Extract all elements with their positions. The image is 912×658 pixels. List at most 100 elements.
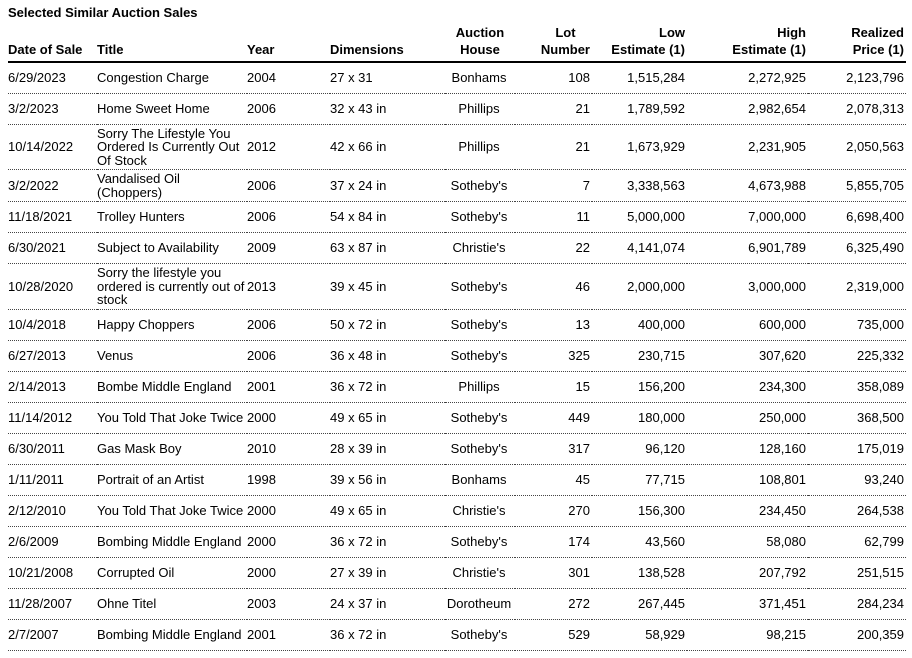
- cell-realized-price: 358,089: [808, 371, 906, 403]
- cell-low-estimate: 230,715: [592, 340, 687, 372]
- cell-year: 2004: [247, 62, 330, 94]
- cell-low-estimate: 267,445: [592, 588, 687, 620]
- cell-low-estimate: 138,528: [592, 557, 687, 589]
- cell-high-estimate: 250,000: [687, 402, 808, 434]
- cell-dimensions: 36 x 72 in: [330, 619, 445, 651]
- cell-high-estimate: 108,801: [687, 464, 808, 496]
- cell-lot-number: 449: [515, 402, 592, 434]
- table-row: 3/2/2023 Home Sweet Home 2006 32 x 43 in Phi…: [8, 93, 906, 125]
- cell-year: 2000: [247, 402, 330, 434]
- cell-title: Bombing Middle England: [97, 526, 247, 558]
- auction-sales-table: Date of Sale Title Year Dimensions Auction H…: [8, 24, 906, 651]
- cell-lot-number: 15: [515, 371, 592, 403]
- cell-realized-price: 2,078,313: [808, 93, 906, 125]
- cell-title: Ohne Titel: [97, 588, 247, 620]
- cell-dimensions: 32 x 43 in: [330, 93, 445, 125]
- cell-dimensions: 36 x 48 in: [330, 340, 445, 372]
- cell-year: 2013: [247, 263, 330, 310]
- cell-year: 2000: [247, 526, 330, 558]
- column-header-label: Date of Sale: [8, 42, 83, 57]
- cell-dimensions: 63 x 87 in: [330, 232, 445, 264]
- cell-dimensions: 39 x 45 in: [330, 263, 445, 310]
- cell-year: 2001: [247, 619, 330, 651]
- cell-high-estimate: 58,080: [687, 526, 808, 558]
- cell-low-estimate: 5,000,000: [592, 201, 687, 233]
- cell-dimensions: 42 x 66 in: [330, 124, 445, 170]
- cell-auction-house: Sotheby's: [445, 169, 515, 202]
- cell-title: Vandalised Oil (Choppers): [97, 169, 247, 202]
- cell-auction-house: Christie's: [445, 557, 515, 589]
- cell-date-of-sale: 6/29/2023: [8, 62, 97, 94]
- cell-realized-price: 735,000: [808, 309, 906, 341]
- cell-lot-number: 13: [515, 309, 592, 341]
- table-row: 11/14/2012 You Told That Joke Twice 2000 49…: [8, 402, 906, 434]
- table-row: 6/29/2023 Congestion Charge 2004 27 x 31 Bon…: [8, 62, 906, 94]
- table-row: 2/6/2009 Bombing Middle England 2000 36 x 7…: [8, 526, 906, 558]
- cell-title: Happy Choppers: [97, 309, 247, 341]
- cell-title: You Told That Joke Twice: [97, 402, 247, 434]
- table-row: 10/14/2022 Sorry The Lifestyle You Ordere…: [8, 124, 906, 170]
- cell-realized-price: 264,538: [808, 495, 906, 527]
- cell-date-of-sale: 2/7/2007: [8, 619, 97, 651]
- cell-realized-price: 225,332: [808, 340, 906, 372]
- cell-dimensions: 54 x 84 in: [330, 201, 445, 233]
- cell-title: Venus: [97, 340, 247, 372]
- table-body: 6/29/2023 Congestion Charge 2004 27 x 31 Bon…: [8, 62, 906, 651]
- cell-lot-number: 301: [515, 557, 592, 589]
- column-header-label: Low Estimate (1): [611, 25, 685, 57]
- cell-title: Portrait of an Artist: [97, 464, 247, 496]
- cell-lot-number: 11: [515, 201, 592, 233]
- cell-low-estimate: 43,560: [592, 526, 687, 558]
- table-row: 6/27/2013 Venus 2006 36 x 48 in Sotheby's 325…: [8, 340, 906, 372]
- cell-low-estimate: 96,120: [592, 433, 687, 465]
- cell-auction-house: Sotheby's: [445, 309, 515, 341]
- cell-title: Sorry the lifestyle you ordered is curre…: [97, 263, 247, 310]
- cell-realized-price: 5,855,705: [808, 169, 906, 202]
- cell-lot-number: 45: [515, 464, 592, 496]
- table-row: 1/11/2011 Portrait of an Artist 1998 39 x 5…: [8, 464, 906, 496]
- cell-low-estimate: 58,929: [592, 619, 687, 651]
- page-title: Selected Similar Auction Sales: [8, 5, 198, 20]
- cell-high-estimate: 371,451: [687, 588, 808, 620]
- cell-high-estimate: 2,231,905: [687, 124, 808, 170]
- cell-dimensions: 50 x 72 in: [330, 309, 445, 341]
- cell-year: 2000: [247, 495, 330, 527]
- cell-dimensions: 37 x 24 in: [330, 169, 445, 202]
- cell-year: 2000: [247, 557, 330, 589]
- cell-dimensions: 49 x 65 in: [330, 495, 445, 527]
- cell-year: 2006: [247, 309, 330, 341]
- cell-low-estimate: 77,715: [592, 464, 687, 496]
- table-row: 3/2/2022 Vandalised Oil (Choppers) 2006 37 …: [8, 169, 906, 202]
- cell-realized-price: 368,500: [808, 402, 906, 434]
- column-header-title: Title: [97, 24, 247, 63]
- cell-lot-number: 46: [515, 263, 592, 310]
- cell-high-estimate: 4,673,988: [687, 169, 808, 202]
- cell-realized-price: 2,050,563: [808, 124, 906, 170]
- column-header-dimensions: Dimensions: [330, 24, 445, 63]
- cell-lot-number: 272: [515, 588, 592, 620]
- table-header-row: Date of Sale Title Year Dimensions Auction H…: [8, 24, 906, 63]
- cell-low-estimate: 1,515,284: [592, 62, 687, 94]
- cell-lot-number: 325: [515, 340, 592, 372]
- cell-lot-number: 21: [515, 124, 592, 170]
- cell-high-estimate: 2,982,654: [687, 93, 808, 125]
- cell-high-estimate: 234,450: [687, 495, 808, 527]
- cell-date-of-sale: 10/14/2022: [8, 124, 97, 170]
- cell-year: 2006: [247, 201, 330, 233]
- table-row: 10/4/2018 Happy Choppers 2006 50 x 72 in Sot…: [8, 309, 906, 341]
- cell-lot-number: 21: [515, 93, 592, 125]
- column-header-lot-number: Lot Number: [515, 24, 592, 63]
- column-header-label: Lot Number: [540, 25, 590, 57]
- cell-lot-number: 270: [515, 495, 592, 527]
- cell-date-of-sale: 11/18/2021: [8, 201, 97, 233]
- cell-dimensions: 24 x 37 in: [330, 588, 445, 620]
- cell-auction-house: Sotheby's: [445, 619, 515, 651]
- cell-auction-house: Dorotheum: [445, 588, 515, 620]
- cell-auction-house: Christie's: [445, 495, 515, 527]
- table-row: 11/28/2007 Ohne Titel 2003 24 x 37 in Doroth…: [8, 588, 906, 620]
- column-header-label: Auction House: [455, 25, 505, 57]
- cell-dimensions: 27 x 39 in: [330, 557, 445, 589]
- table-row: 2/14/2013 Bombe Middle England 2001 36 x 72…: [8, 371, 906, 403]
- cell-year: 2006: [247, 340, 330, 372]
- cell-realized-price: 200,359: [808, 619, 906, 651]
